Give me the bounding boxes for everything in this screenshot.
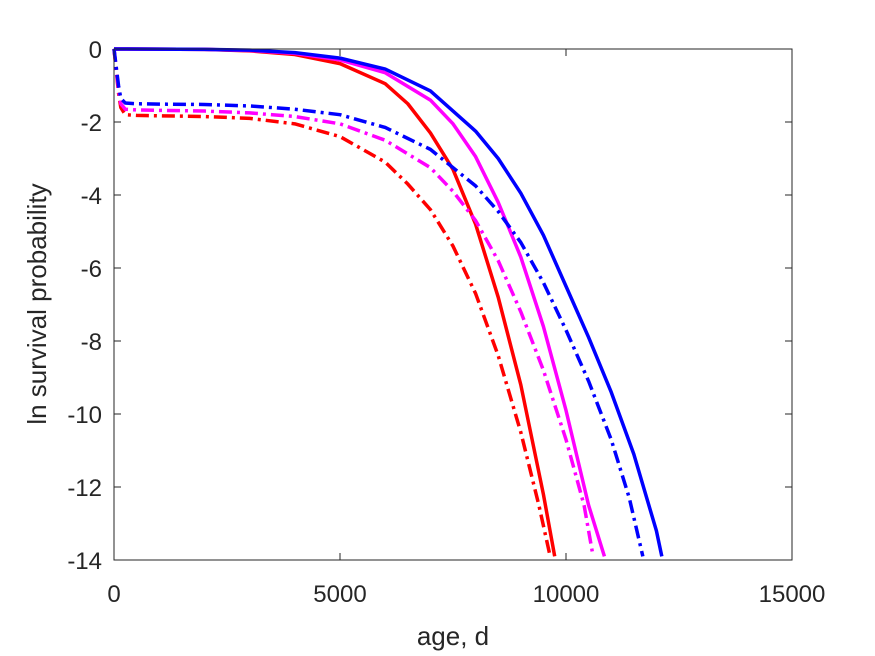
y-tick-label: -10	[67, 402, 102, 429]
y-tick-label: -2	[81, 110, 102, 137]
tick-labels-layer: 0 5000 10000 15000 0 -2 -4 -6 -8 -10 -12 -14	[67, 37, 825, 608]
plot-background	[114, 49, 792, 560]
x-tick-label: 15000	[759, 581, 826, 608]
y-tick-label: -8	[81, 329, 102, 356]
x-tick-label: 5000	[313, 581, 366, 608]
x-axis-label: age, d	[417, 621, 489, 651]
plot-frame	[113, 48, 793, 561]
series-line-5-dashdot	[112, 48, 595, 557]
y-tick-label: -14	[67, 548, 102, 575]
x-tick-label: 0	[107, 581, 120, 608]
y-axis-label: ln survival probability	[22, 183, 52, 424]
series-layer	[112, 47, 664, 557]
y-tick-label: -4	[81, 183, 102, 210]
ticks-layer	[113, 48, 793, 561]
series-line-3-solid	[113, 47, 664, 557]
x-tick-label: 10000	[533, 581, 600, 608]
y-tick-label: -12	[67, 475, 102, 502]
y-tick-label: -6	[81, 256, 102, 283]
y-tick-label: 0	[89, 37, 102, 64]
series-line-6-dashdot	[112, 48, 645, 557]
